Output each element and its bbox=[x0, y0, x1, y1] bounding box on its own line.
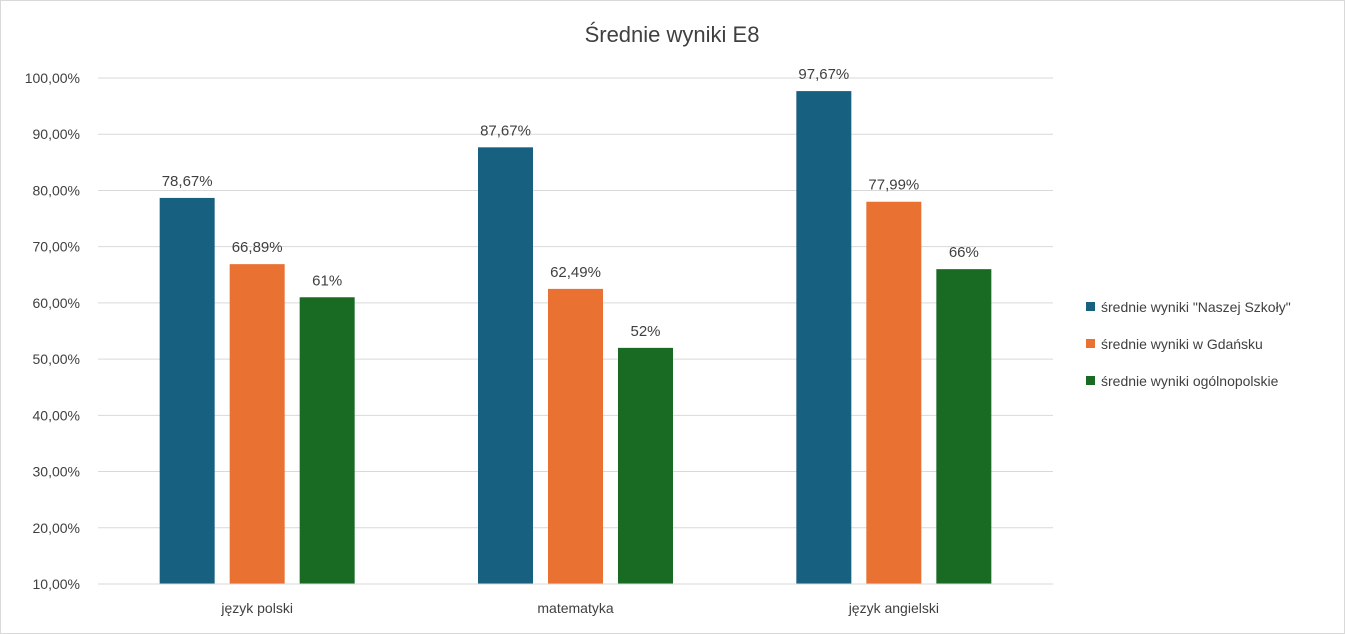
chart-title: Średnie wyniki E8 bbox=[585, 22, 760, 47]
y-tick-label: 20,00% bbox=[33, 520, 80, 536]
bar bbox=[159, 197, 215, 584]
data-label: 66% bbox=[949, 244, 979, 261]
y-tick-label: 50,00% bbox=[33, 351, 80, 367]
bar bbox=[229, 264, 285, 584]
bar bbox=[618, 347, 673, 584]
legend-label: średnie wyniki "Naszej Szkoły" bbox=[1101, 299, 1291, 315]
x-tick-label: język polski bbox=[220, 600, 293, 616]
data-label: 61% bbox=[312, 272, 342, 289]
bar bbox=[796, 91, 852, 584]
bars bbox=[159, 91, 992, 584]
bar bbox=[548, 288, 603, 584]
y-axis: 10,00% 20,00% 30,00% 40,00% 50,00% 60,00% 70,0… bbox=[25, 70, 80, 592]
data-label: 97,67% bbox=[798, 66, 849, 83]
legend-swatch bbox=[1086, 376, 1095, 385]
bar bbox=[299, 297, 355, 584]
y-tick-label: 10,00% bbox=[33, 576, 80, 592]
y-tick-label: 60,00% bbox=[33, 295, 80, 311]
y-tick-label: 80,00% bbox=[33, 182, 80, 198]
x-tick-label: matematyka bbox=[537, 600, 613, 616]
data-label: 78,67% bbox=[162, 173, 213, 190]
bar bbox=[866, 201, 922, 584]
y-tick-label: 90,00% bbox=[33, 126, 80, 142]
legend: średnie wyniki "Naszej Szkoły" średnie wy… bbox=[1086, 299, 1291, 389]
data-label: 52% bbox=[630, 323, 660, 340]
data-label: 66,89% bbox=[232, 239, 283, 256]
data-label: 62,49% bbox=[550, 264, 601, 281]
y-tick-label: 100,00% bbox=[25, 70, 80, 86]
legend-label: średnie wyniki w Gdańsku bbox=[1101, 336, 1263, 352]
bar bbox=[936, 269, 992, 584]
legend-swatch bbox=[1086, 339, 1095, 348]
data-label: 77,99% bbox=[868, 177, 919, 194]
y-tick-label: 30,00% bbox=[33, 464, 80, 480]
legend-swatch bbox=[1086, 302, 1095, 311]
data-label: 87,67% bbox=[480, 122, 531, 139]
bar bbox=[478, 147, 533, 584]
x-axis: język polski matematyka język angielski bbox=[98, 583, 1053, 616]
y-tick-label: 70,00% bbox=[33, 239, 80, 255]
data-labels: 78,67% 66,89% 61% 87,67% 62,49% 52% 97,67% 77,9… bbox=[162, 66, 979, 340]
legend-label: średnie wyniki ogólnopolskie bbox=[1101, 373, 1279, 389]
x-tick-label: język angielski bbox=[848, 600, 939, 616]
y-tick-label: 40,00% bbox=[33, 407, 80, 423]
